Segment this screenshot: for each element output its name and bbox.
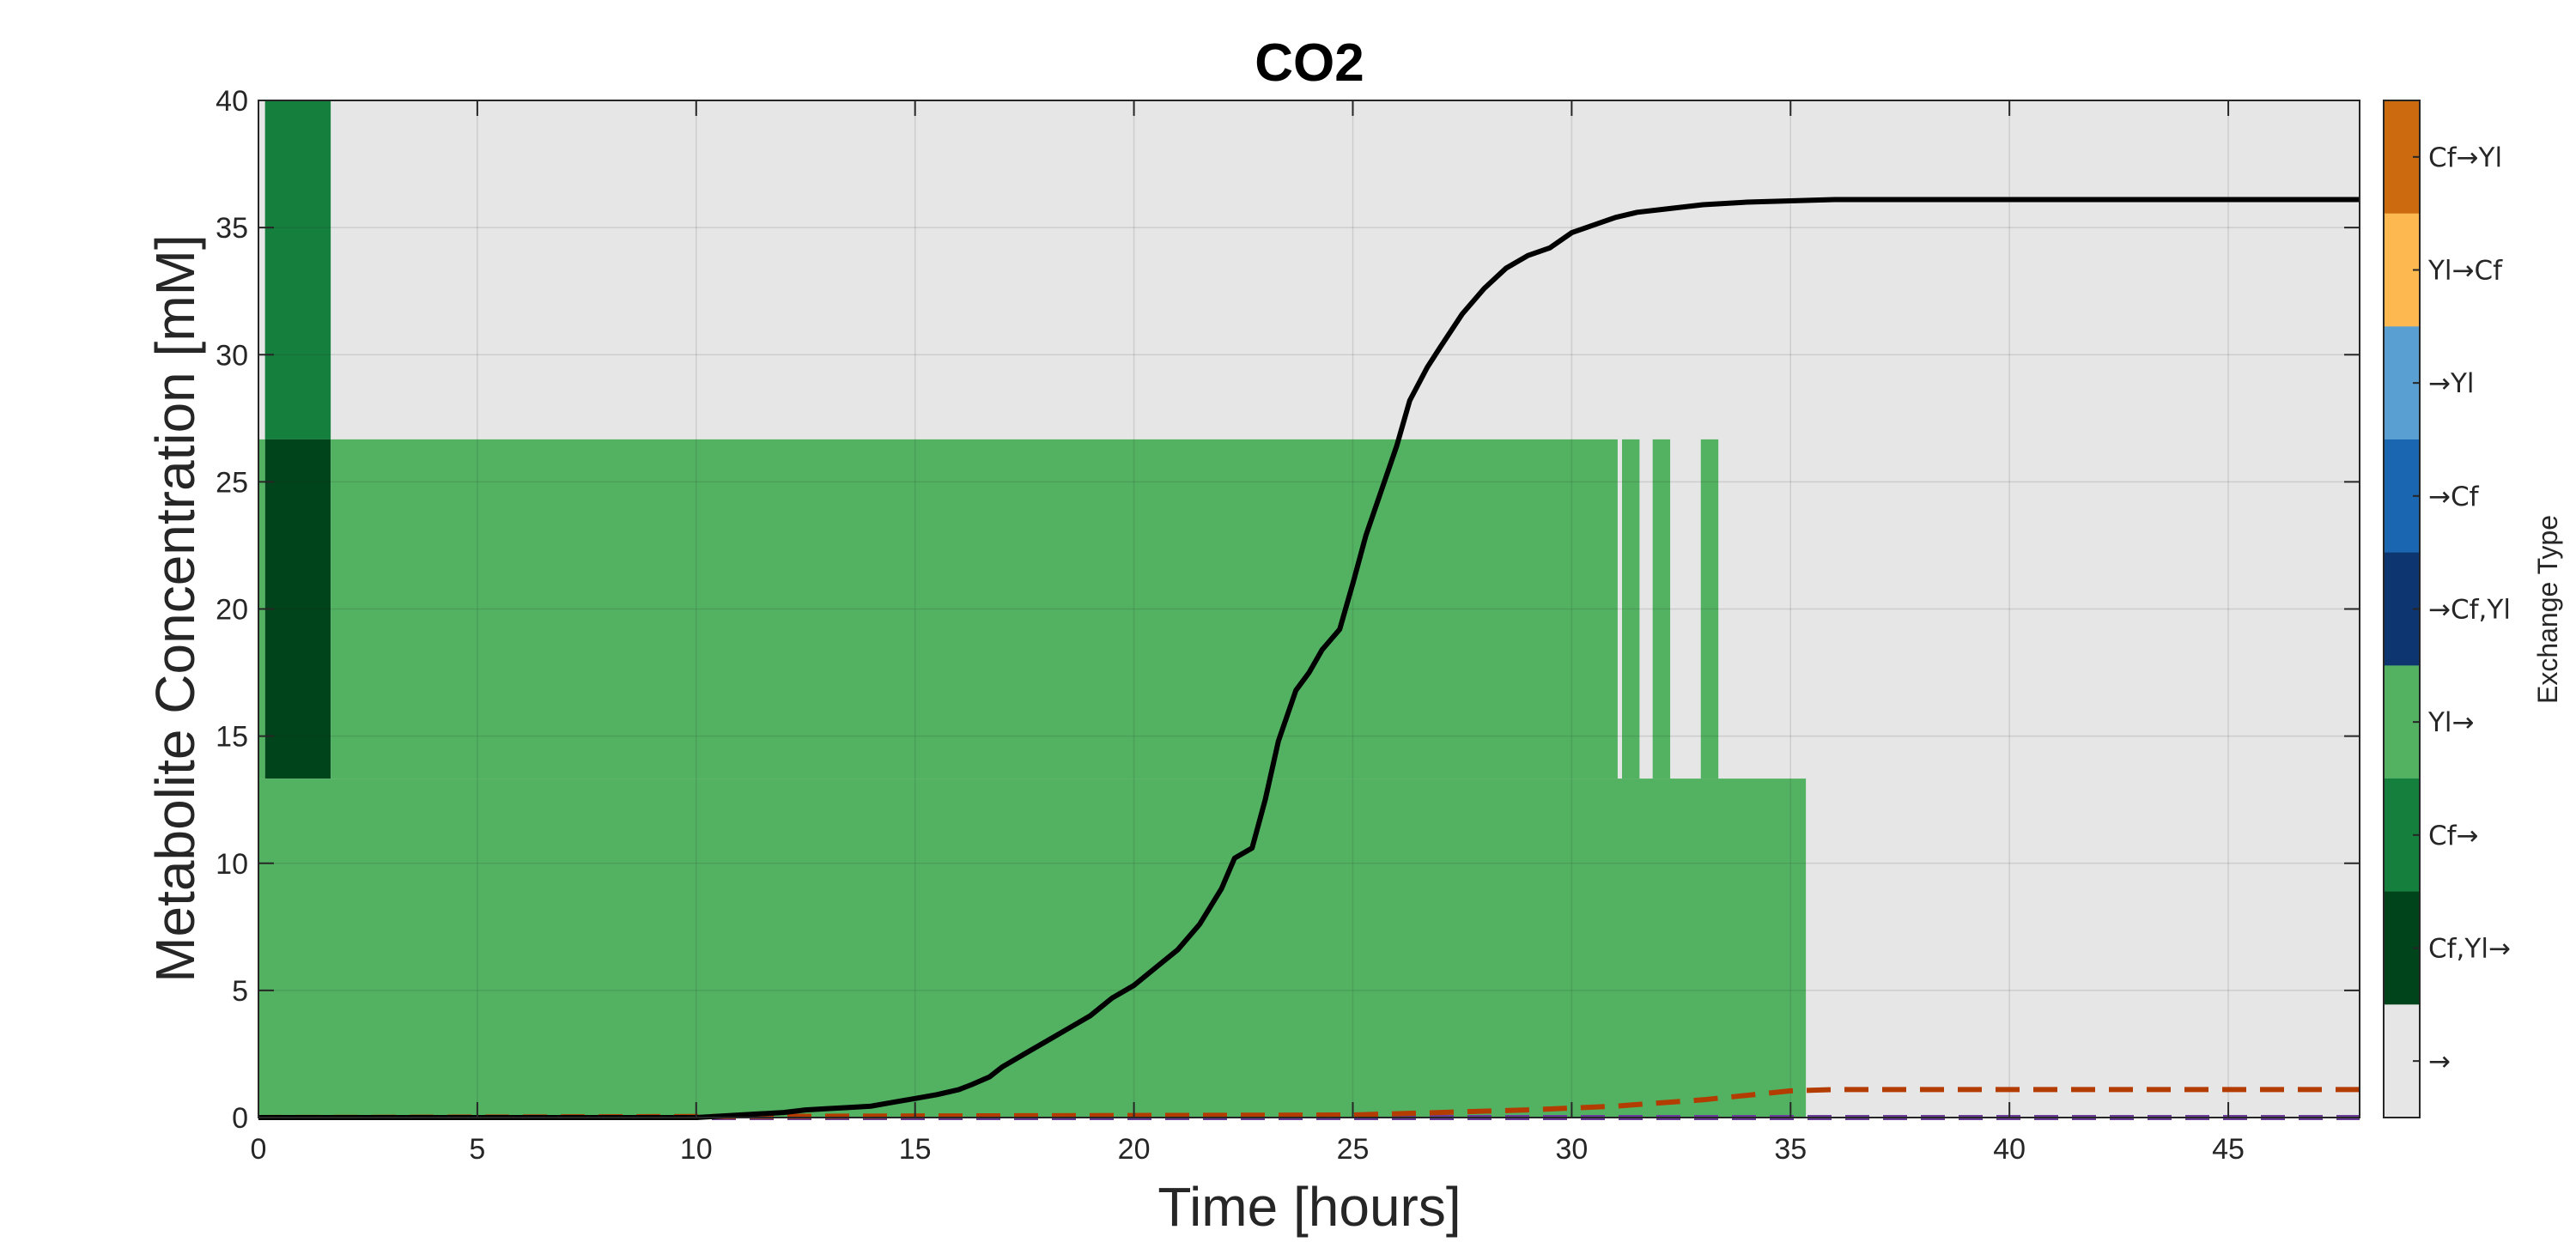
y-tick-label: 0 [232, 1102, 248, 1135]
x-axis-label: Time [hours] [1157, 1176, 1461, 1238]
colorbar-label: Yl→ [2427, 707, 2475, 738]
exchange-regions [258, 100, 1807, 1118]
y-tick-label: 40 [216, 85, 248, 118]
colorbar-label: →Cf [2428, 482, 2480, 512]
colorbar-label: →Yl [2428, 368, 2475, 399]
exchange-region [1622, 439, 1640, 779]
y-tick-label: 10 [216, 848, 248, 881]
x-tick-labels: 0 5 10 15 20 25 30 35 40 45 [251, 1133, 2245, 1166]
y-tick-label: 25 [216, 466, 248, 499]
x-tick-label: 35 [1774, 1133, 1807, 1166]
colorbar-label: Cf,Yl→ [2428, 934, 2511, 965]
colorbar-border [2383, 100, 2421, 1118]
x-tick-label: 10 [680, 1133, 713, 1166]
exchange-region [331, 439, 1618, 779]
x-tick-label: 45 [2212, 1133, 2245, 1166]
colorbar-label: → [2428, 1046, 2451, 1077]
colorbar-title: Exchange Type [2532, 515, 2563, 704]
x-tick-label: 40 [1993, 1133, 2026, 1166]
x-tick-label: 20 [1118, 1133, 1151, 1166]
colorbar-label: →Cf,Yl [2428, 595, 2511, 626]
y-tick-label: 20 [216, 594, 248, 627]
colorbar: Cf→Yl Yl→Cf →Yl →Cf →Cf,Yl Yl→ Cf→ Cf,Yl→ → [2383, 100, 2511, 1118]
colorbar-label: Cf→ [2428, 821, 2479, 851]
chart-title: CO2 [1255, 33, 1364, 93]
exchange-region [264, 100, 331, 439]
colorbar-label: Cf→Yl [2428, 142, 2502, 173]
x-tick-label: 5 [469, 1133, 485, 1166]
y-tick-labels: 0 5 10 15 20 25 30 35 40 [216, 85, 248, 1135]
y-tick-label: 15 [216, 721, 248, 754]
y-tick-label: 5 [232, 975, 248, 1008]
exchange-region [1652, 439, 1671, 779]
series-line [258, 1087, 2360, 1120]
axes [258, 100, 2360, 1118]
x-tick-label: 25 [1337, 1133, 1370, 1166]
x-tick-label: 15 [899, 1133, 932, 1166]
exchange-region [264, 439, 331, 779]
y-tick-label: 30 [216, 339, 248, 372]
exchange-region [1700, 439, 1719, 779]
exchange-region [258, 779, 1807, 1118]
series-line [258, 197, 2360, 1120]
x-tick-label: 30 [1555, 1133, 1588, 1166]
y-tick-label: 35 [216, 212, 248, 245]
y-axis-label: Metabolite Concentration [mM] [144, 234, 206, 983]
colorbar-label: Yl→Cf [2427, 256, 2503, 287]
x-tick-label: 0 [251, 1133, 267, 1166]
